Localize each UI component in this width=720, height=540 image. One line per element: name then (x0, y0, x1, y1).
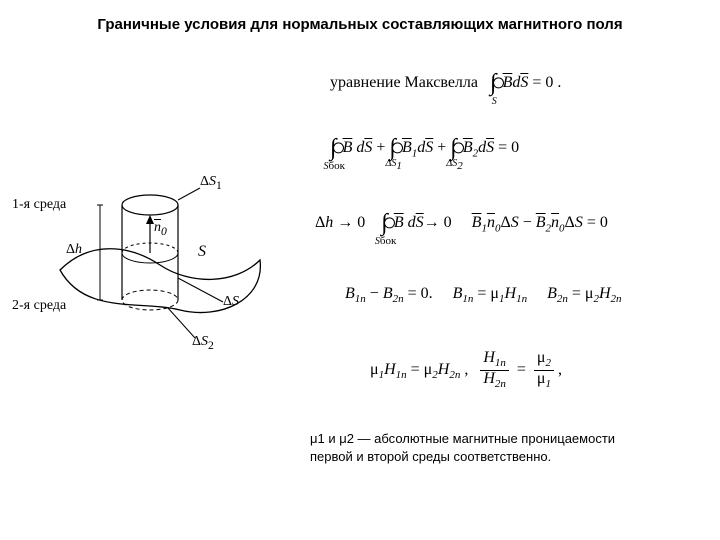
diagram-dS-label: ΔS (223, 294, 239, 310)
diagram-media2-label: 2-я среда (12, 298, 66, 314)
equation-mu-ratio: μ1H1n = μ2H2n , H1nH2n = μ2μ1 , (370, 350, 562, 390)
maxwell-prefix-text: уравнение Максвелла (330, 74, 478, 91)
footnote-text: μ1 и μ2 — абсолютные магнитные проницаем… (310, 430, 615, 465)
diagram-dS2-label: ΔS2 (192, 334, 214, 352)
svg-text:S: S (198, 243, 206, 260)
diagram-n0-label: n0 (154, 220, 167, 238)
equation-surface-sum: ∫Sбок B dS + ∫ΔS1 B1dS + ∫ΔS2 B2dS = 0 (330, 135, 519, 162)
footnote-line1: μ1 и μ2 — абсолютные магнитные проницаем… (310, 431, 615, 446)
equation-limit: Δh → 0 ∫Sбок B dS→ 0 B1n0ΔS − B2n0ΔS = 0 (315, 210, 608, 237)
diagram-dS1-label: ΔS1 (200, 174, 222, 192)
equation-maxwell: уравнение Максвелла ∫S BdS = 0 . (330, 70, 561, 97)
page-title: Граничные условия для нормальных составл… (0, 16, 720, 33)
equation-bn-relation: B1n − B2n = 0. B1n = μ1H1n B2n = μ2H2n (345, 285, 622, 305)
diagram-dh-label: Δh (66, 242, 82, 258)
boundary-diagram: S 1-я среда 2-я среда Δh ΔS1 ΔS2 ΔS n0 (40, 150, 280, 370)
diagram-media1-label: 1-я среда (12, 197, 66, 213)
footnote-line2: первой и второй среды соответственно. (310, 449, 551, 464)
